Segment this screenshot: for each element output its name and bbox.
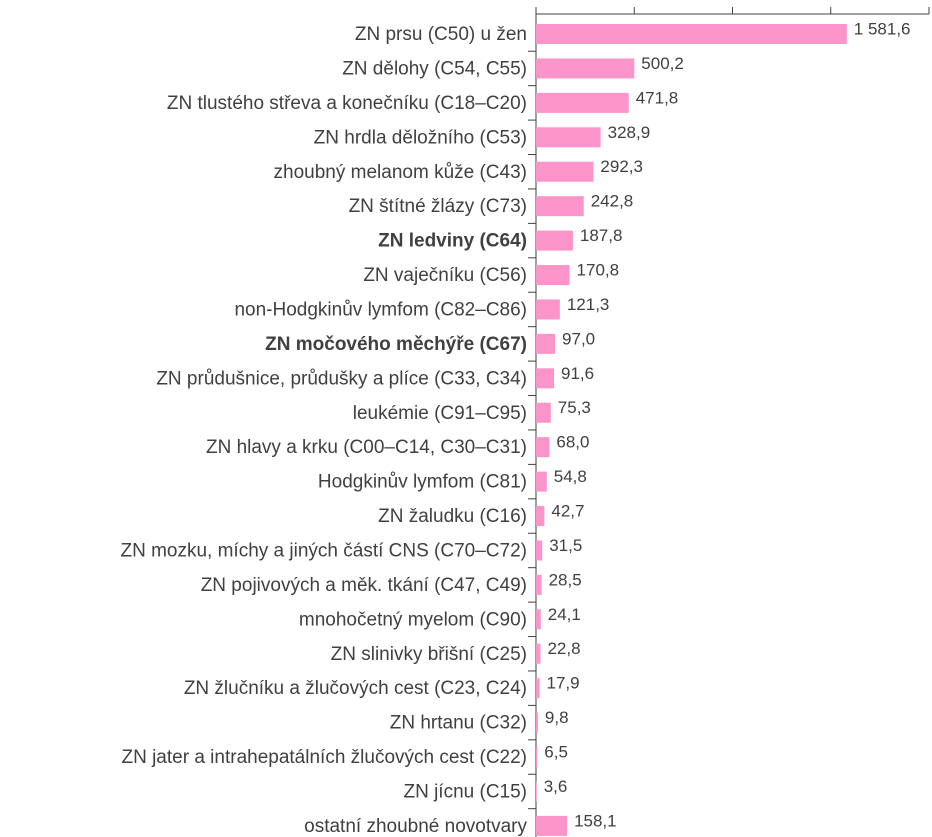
bar — [536, 609, 541, 630]
category-label: ZN jater a intrahepatálních žlučových ce… — [121, 747, 527, 768]
category-label: ZN slinivky břišní (C25) — [331, 644, 527, 665]
category-label: ZN tlustého střeva a konečníku (C18–C20) — [167, 93, 527, 114]
category-label: ZN hrtanu (C32) — [390, 713, 527, 734]
category-label: ZN jícnu (C15) — [403, 781, 527, 802]
bar — [536, 161, 594, 182]
value-label: 1 581,6 — [854, 19, 911, 38]
bar — [536, 58, 635, 79]
category-label: Hodgkinův lymfom (C81) — [318, 472, 527, 493]
value-label: 17,9 — [547, 674, 580, 693]
value-label: 68,0 — [556, 433, 589, 452]
bar — [536, 230, 573, 251]
bar — [536, 815, 568, 836]
bar — [536, 574, 542, 595]
value-label: 97,0 — [562, 329, 595, 348]
value-label: 242,8 — [591, 192, 634, 211]
value-label: 3,6 — [544, 777, 568, 796]
bar — [536, 299, 560, 320]
value-label: 121,3 — [567, 295, 610, 314]
category-label: ZN žaludku (C16) — [378, 506, 527, 527]
bar — [536, 678, 540, 699]
category-label: non-Hodgkinův lymfom (C82–C86) — [234, 299, 527, 320]
value-label: 31,5 — [549, 536, 582, 555]
category-label: ostatní zhoubné novotvary — [304, 816, 527, 837]
category-label: ZN ledviny (C64) — [378, 231, 527, 252]
value-label: 6,5 — [544, 743, 568, 762]
category-label: ZN pojivových a měk. tkání (C47, C49) — [201, 575, 527, 596]
value-label: 500,2 — [641, 54, 684, 73]
value-label: 328,9 — [608, 123, 651, 142]
bar — [536, 333, 556, 354]
bar — [536, 712, 538, 733]
bar — [536, 24, 847, 45]
category-label: ZN hrdla děložního (C53) — [314, 127, 527, 148]
category-label: zhoubný melanom kůže (C43) — [274, 162, 527, 183]
value-label: 22,8 — [547, 639, 580, 658]
bar — [536, 196, 584, 217]
category-label: leukémie (C91–C95) — [353, 403, 527, 424]
value-label: 91,6 — [561, 364, 594, 383]
category-label: ZN prsu (C50) u žen — [355, 24, 527, 45]
category-label: ZN žlučníku a žlučových cest (C23, C24) — [184, 678, 527, 699]
value-label: 187,8 — [580, 226, 623, 245]
category-label: ZN štítné žlázy (C73) — [349, 196, 527, 217]
value-label: 292,3 — [600, 157, 643, 176]
category-label: mnohočetný myelom (C90) — [299, 609, 527, 630]
category-label: ZN průdušnice, průdušky a plíce (C33, C3… — [156, 368, 527, 389]
value-label: 471,8 — [636, 88, 679, 107]
bar — [536, 540, 543, 561]
bar — [536, 471, 547, 492]
bar — [536, 747, 538, 768]
bar — [536, 643, 541, 664]
value-label: 28,5 — [549, 570, 582, 589]
bar — [536, 437, 550, 458]
category-label: ZN močového měchýře (C67) — [265, 334, 527, 355]
category-label: ZN mozku, míchy a jiných částí CNS (C70–… — [120, 540, 527, 561]
value-label: 170,8 — [577, 261, 620, 280]
bar — [536, 781, 537, 802]
category-label: ZN vaječníku (C56) — [363, 265, 527, 286]
value-label: 9,8 — [545, 708, 569, 727]
bar — [536, 92, 629, 113]
bar — [536, 402, 551, 423]
category-label: ZN dělohy (C54, C55) — [342, 58, 527, 79]
bar — [536, 127, 601, 148]
bar — [536, 506, 545, 527]
value-label: 158,1 — [574, 811, 617, 830]
category-label: ZN hlavy a krku (C00–C14, C30–C31) — [206, 437, 527, 458]
value-label: 24,1 — [548, 605, 581, 624]
bar — [536, 368, 554, 389]
value-label: 75,3 — [558, 398, 591, 417]
value-label: 42,7 — [551, 502, 584, 521]
value-label: 54,8 — [554, 467, 587, 486]
bar — [536, 265, 570, 286]
